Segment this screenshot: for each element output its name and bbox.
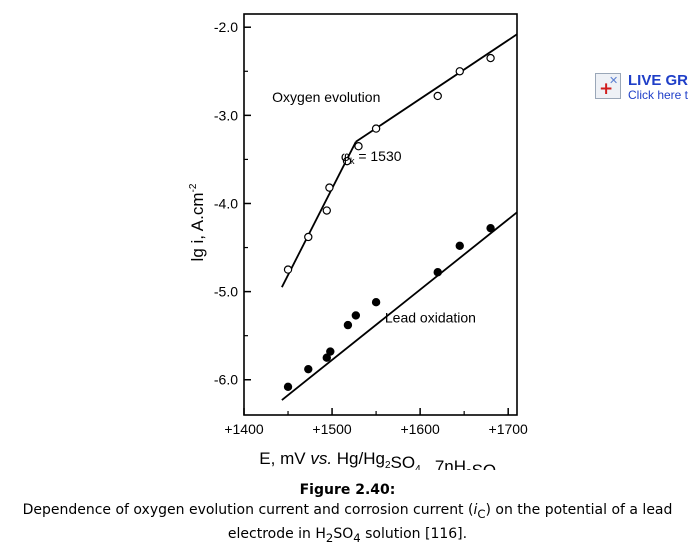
lead-oxidation-point: [371, 297, 381, 307]
annotation: Lead oxidation: [385, 309, 476, 325]
oxygen-evolution-point: [371, 124, 381, 133]
oxygen-evolution-fit-line: [355, 33, 518, 143]
x-tick-label: +1700: [489, 421, 529, 437]
oxygen-evolution-point: [325, 183, 334, 192]
x-tick-label: +1600: [400, 421, 440, 437]
y-tick-label: -2.0: [214, 19, 238, 35]
lead-oxidation-point: [304, 364, 313, 374]
chart: +1400 +1500 +1600 +1700 -2.0 -3.0 -4.0 -5.0 -6.0…: [188, 13, 529, 470]
plot-frame: [243, 13, 518, 416]
figure-label: Figure 2.40:: [299, 482, 396, 498]
live-graph-badge[interactable]: + ✕ LIVE GR Click here t: [595, 73, 695, 103]
lead-oxidation-point: [486, 223, 495, 233]
live-graph-icon[interactable]: + ✕: [595, 73, 621, 99]
oxygen-evolution-point: [433, 91, 442, 101]
oxygen-evolution-point: [283, 265, 293, 274]
y-tick-label: -6.0: [214, 372, 238, 388]
lead-oxidation-point: [433, 268, 442, 277]
x-tick-label: +1400: [224, 421, 264, 437]
oxygen-evolution-fit-line: [281, 141, 357, 288]
annotation: Oxygen evolution: [272, 89, 380, 105]
data-points: [283, 53, 495, 391]
live-graph-subtitle[interactable]: Click here t: [628, 88, 689, 102]
x-tick-label: +1500: [312, 421, 352, 437]
oxygen-evolution-point: [322, 206, 331, 215]
lead-oxidation-point: [351, 311, 361, 320]
oxygen-evolution-point: [455, 67, 464, 76]
figure-caption-text: Dependence of oxygen evolution current a…: [22, 502, 673, 545]
y-tick-label: -4.0: [214, 195, 238, 211]
lead-oxidation-point: [343, 320, 353, 330]
axis-titles: E, mV vs. Hg/Hg2SO4 . 7nH2SO4 lg i, A.cm-…: [188, 183, 502, 470]
figure-caption: Figure 2.40: Dependence of oxygen evolut…: [0, 480, 695, 548]
annotation: φk = 1530: [341, 148, 402, 166]
oxygen-evolution-point: [354, 141, 363, 151]
oxygen-evolution-point: [304, 232, 313, 242]
live-graph-title[interactable]: LIVE GR: [628, 73, 689, 89]
y-tick-label: -5.0: [214, 284, 238, 300]
lead-oxidation-point: [283, 382, 293, 391]
lead-oxidation-point: [326, 347, 335, 356]
lead-oxidation-fit-line: [281, 211, 518, 401]
fit-lines: [281, 33, 518, 401]
oxygen-evolution-point: [342, 156, 352, 166]
oxygen-evolution-point: [486, 53, 495, 63]
lead-oxidation-point: [322, 353, 331, 362]
lead-oxidation-point: [455, 241, 464, 250]
y-axis-title: lg i, A.cm-2: [188, 183, 207, 261]
chart-axes: +1400 +1500 +1600 +1700 -2.0 -3.0 -4.0 -5.0 -6.0: [214, 13, 529, 437]
y-tick-label: -3.0: [214, 107, 238, 123]
chart-annotations: Oxygen evolution φk = 1530 Lead oxidation: [272, 89, 476, 325]
x-axis-title: E, mV vs. Hg/Hg2SO4 . 7nH2SO4: [259, 449, 502, 470]
